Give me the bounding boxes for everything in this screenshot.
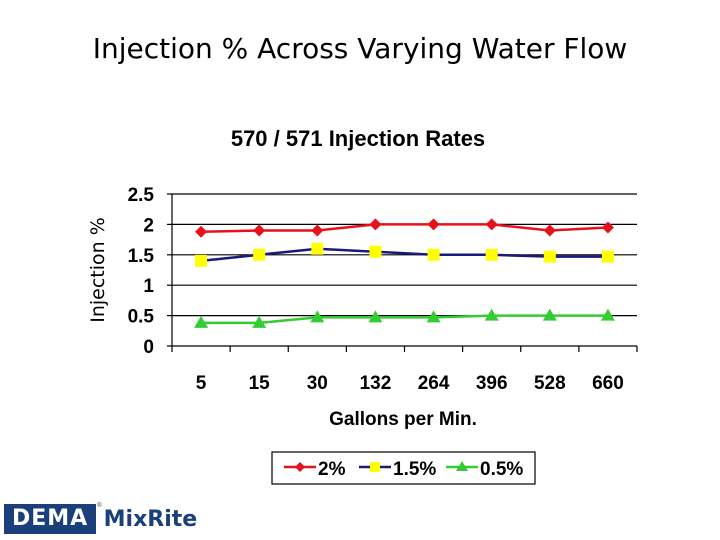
y-tick-label: 1 (143, 276, 154, 297)
data-point-1-5pct (543, 250, 556, 263)
legend-label-1-5pct: 1.5% (393, 459, 436, 480)
legend: 2% 1.5% 0.5% (271, 451, 536, 485)
chart-title: 570 / 571 Injection Rates (231, 126, 485, 151)
data-point-2pct (369, 218, 382, 231)
data-point-1-5pct (311, 242, 324, 255)
logo-mixrite: MixRite (103, 506, 198, 532)
data-point-1-5pct (195, 254, 208, 267)
legend-marker-1-5pct (370, 462, 380, 472)
legend-label-2pct: 2% (318, 459, 346, 480)
data-point-1-5pct (253, 248, 266, 261)
y-tick-label: 1.5 (128, 246, 155, 267)
x-tick-label: 264 (418, 373, 450, 394)
logo-dema: DEMA (4, 504, 97, 534)
data-point-2pct (543, 224, 556, 237)
data-point-2pct (601, 221, 614, 234)
data-point-0-5pct (600, 308, 615, 321)
series-line-2pct (201, 223, 609, 233)
data-point-1-5pct (601, 250, 614, 263)
x-tick-label: 5 (196, 373, 207, 394)
series-line-1-5pct (200, 247, 608, 263)
y-axis-label: Injection % (87, 217, 109, 323)
x-tick-label: 396 (476, 373, 508, 394)
data-point-1-5pct (369, 245, 382, 258)
data-point-2pct (427, 218, 440, 231)
data-point-2pct (311, 224, 324, 237)
y-tick-label: 2.5 (128, 185, 155, 206)
x-tick-labels: 5 15 30 132 264 396 528 660 (196, 373, 624, 394)
data-point-1-5pct (427, 248, 440, 261)
y-tick-label: 0 (143, 337, 154, 358)
x-tick-label: 132 (360, 373, 392, 394)
dema-mixrite-logo: DEMA ® MixRite (4, 503, 197, 535)
series-line-0-5pct (201, 314, 608, 325)
x-tick-label: 660 (592, 373, 624, 394)
legend-label-0-5pct: 0.5% (480, 459, 523, 480)
logo-registered-mark: ® (97, 503, 102, 509)
data-point-2pct (253, 224, 266, 237)
slide-title: Injection % Across Varying Water Flow (92, 32, 628, 65)
data-point-0-5pct (542, 308, 557, 321)
data-point-0-5pct (368, 310, 383, 323)
gridlines (167, 193, 637, 347)
data-point-2pct (195, 225, 208, 238)
x-tick-label: 15 (249, 373, 271, 394)
data-point-0-5pct (426, 310, 441, 323)
x-tick-label: 528 (534, 373, 566, 394)
x-axis-label: Gallons per Min. (329, 409, 477, 430)
data-point-0-5pct (252, 315, 267, 328)
legend-marker-2pct (295, 462, 305, 472)
y-tick-label: 0.5 (128, 307, 155, 328)
series-group (194, 218, 615, 328)
data-point-2pct (485, 218, 498, 231)
legend-marker-0-5pct (456, 461, 468, 471)
data-point-1-5pct (485, 248, 498, 261)
data-point-0-5pct (194, 315, 209, 328)
y-tick-label: 2 (143, 215, 154, 236)
data-point-0-5pct (484, 308, 499, 321)
x-tick-label: 30 (307, 373, 328, 394)
axes (171, 194, 638, 352)
data-point-0-5pct (310, 310, 325, 323)
y-tick-labels: 0 0.5 1 1.5 2 2.5 (128, 185, 155, 358)
